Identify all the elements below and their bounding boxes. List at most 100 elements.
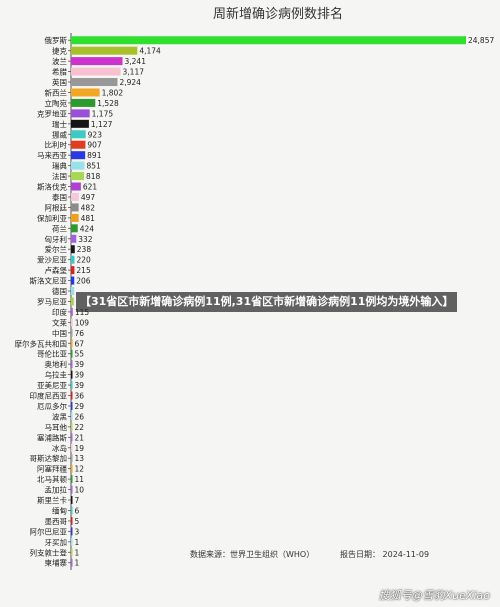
value-label: 1,802: [102, 88, 124, 97]
value-label: 220: [76, 256, 91, 265]
category-label: 哥斯达黎加: [30, 453, 68, 463]
category-label: 罗马尼亚: [37, 297, 67, 306]
value-label: 206: [76, 277, 91, 286]
bar: [71, 109, 90, 118]
category-label: 斯洛伐克: [37, 182, 67, 192]
bar: [71, 182, 81, 191]
bar: [71, 412, 73, 421]
bar: [71, 558, 73, 567]
bar: [71, 454, 73, 463]
value-label: 891: [87, 151, 102, 160]
bar: [71, 391, 73, 400]
value-label: 19: [75, 444, 85, 453]
value-label: 3,117: [123, 68, 145, 77]
category-label: 亚美尼亚: [37, 380, 67, 390]
value-label: 923: [88, 130, 103, 139]
bar: [71, 36, 466, 45]
category-label: 孟加拉: [45, 485, 68, 495]
bar: [71, 485, 73, 494]
bar: [71, 234, 77, 243]
value-label: 1: [75, 548, 80, 557]
value-label: 6: [75, 506, 80, 515]
category-label: 墨西哥: [45, 517, 68, 526]
value-label: 10: [75, 486, 85, 495]
value-label: 4,174: [139, 47, 161, 56]
value-label: 76: [75, 329, 85, 338]
value-label: 1,127: [91, 120, 113, 129]
category-label: 斯洛文尼亚: [30, 276, 68, 286]
bar: [71, 349, 73, 358]
bar: [71, 360, 73, 369]
value-label: 3,241: [125, 57, 147, 66]
category-label: 阿尔巴尼亚: [30, 526, 68, 536]
bar: [71, 297, 74, 306]
category-label: 德国: [52, 286, 67, 296]
bar: [71, 328, 73, 337]
value-label: 29: [75, 402, 85, 411]
value-label: 3: [75, 527, 80, 536]
value-label: 22: [75, 423, 85, 432]
bar: [71, 151, 86, 160]
bar: [71, 475, 73, 484]
bar: [71, 516, 73, 525]
bar: [71, 496, 73, 505]
category-label: 比利时: [45, 140, 68, 150]
category-label: 马来西亚: [37, 151, 67, 160]
bar: [71, 433, 73, 442]
value-label: 424: [80, 224, 95, 233]
value-label: 39: [75, 360, 85, 369]
value-label: 238: [77, 245, 92, 254]
category-label: 印度尼西亚: [30, 391, 68, 401]
bar: [71, 266, 75, 275]
category-label: 挪威: [52, 129, 67, 139]
bar: [71, 172, 84, 181]
bar: [71, 443, 73, 452]
value-label: 1,175: [92, 109, 114, 118]
value-label: 1,528: [97, 99, 119, 108]
category-label: 捷克: [52, 46, 67, 56]
value-label: 2,924: [119, 78, 141, 87]
value-label: 907: [87, 141, 102, 150]
value-label: 109: [75, 318, 90, 327]
bar: [71, 422, 73, 431]
value-label: 11: [75, 475, 85, 484]
category-label: 克罗地亚: [37, 108, 67, 118]
bar: [71, 119, 89, 128]
bar: [71, 339, 73, 348]
category-label: 波黑: [52, 411, 67, 421]
value-label: 39: [75, 381, 85, 390]
value-label: 36: [75, 392, 85, 401]
bar: [71, 401, 73, 410]
bar: [71, 464, 73, 473]
value-label: 24,857: [468, 36, 494, 45]
value-label: 215: [76, 266, 91, 275]
category-label: 北马其顿: [37, 474, 67, 484]
category-label: 哥伦比亚: [37, 349, 67, 359]
report-date: 报告日期： 2024-11-09: [340, 550, 430, 559]
category-label: 保加利亚: [37, 213, 67, 223]
category-label: 乌拉圭: [45, 370, 68, 380]
category-label: 文莱: [52, 317, 67, 327]
bar: [71, 255, 75, 264]
value-label: 1: [75, 538, 80, 547]
value-label: 13: [75, 454, 85, 463]
value-label: 482: [81, 203, 96, 212]
bar: [71, 307, 73, 316]
category-label: 爱沙尼亚: [37, 256, 67, 265]
category-label: 中国: [52, 328, 67, 338]
value-label: 12: [75, 465, 85, 474]
bar: [71, 287, 75, 296]
bar: [71, 224, 78, 233]
bar: [71, 548, 73, 557]
value-label: 851: [87, 162, 102, 171]
bar: [71, 46, 138, 55]
bar: [71, 213, 79, 222]
value-label: 67: [75, 339, 85, 348]
bar: [71, 88, 100, 97]
bar: [71, 370, 73, 379]
category-label: 匈牙利: [45, 234, 68, 244]
category-label: 英国: [52, 77, 67, 87]
bar: [71, 318, 73, 327]
category-label: 瑞典: [52, 161, 67, 171]
value-label: 115: [75, 308, 90, 317]
